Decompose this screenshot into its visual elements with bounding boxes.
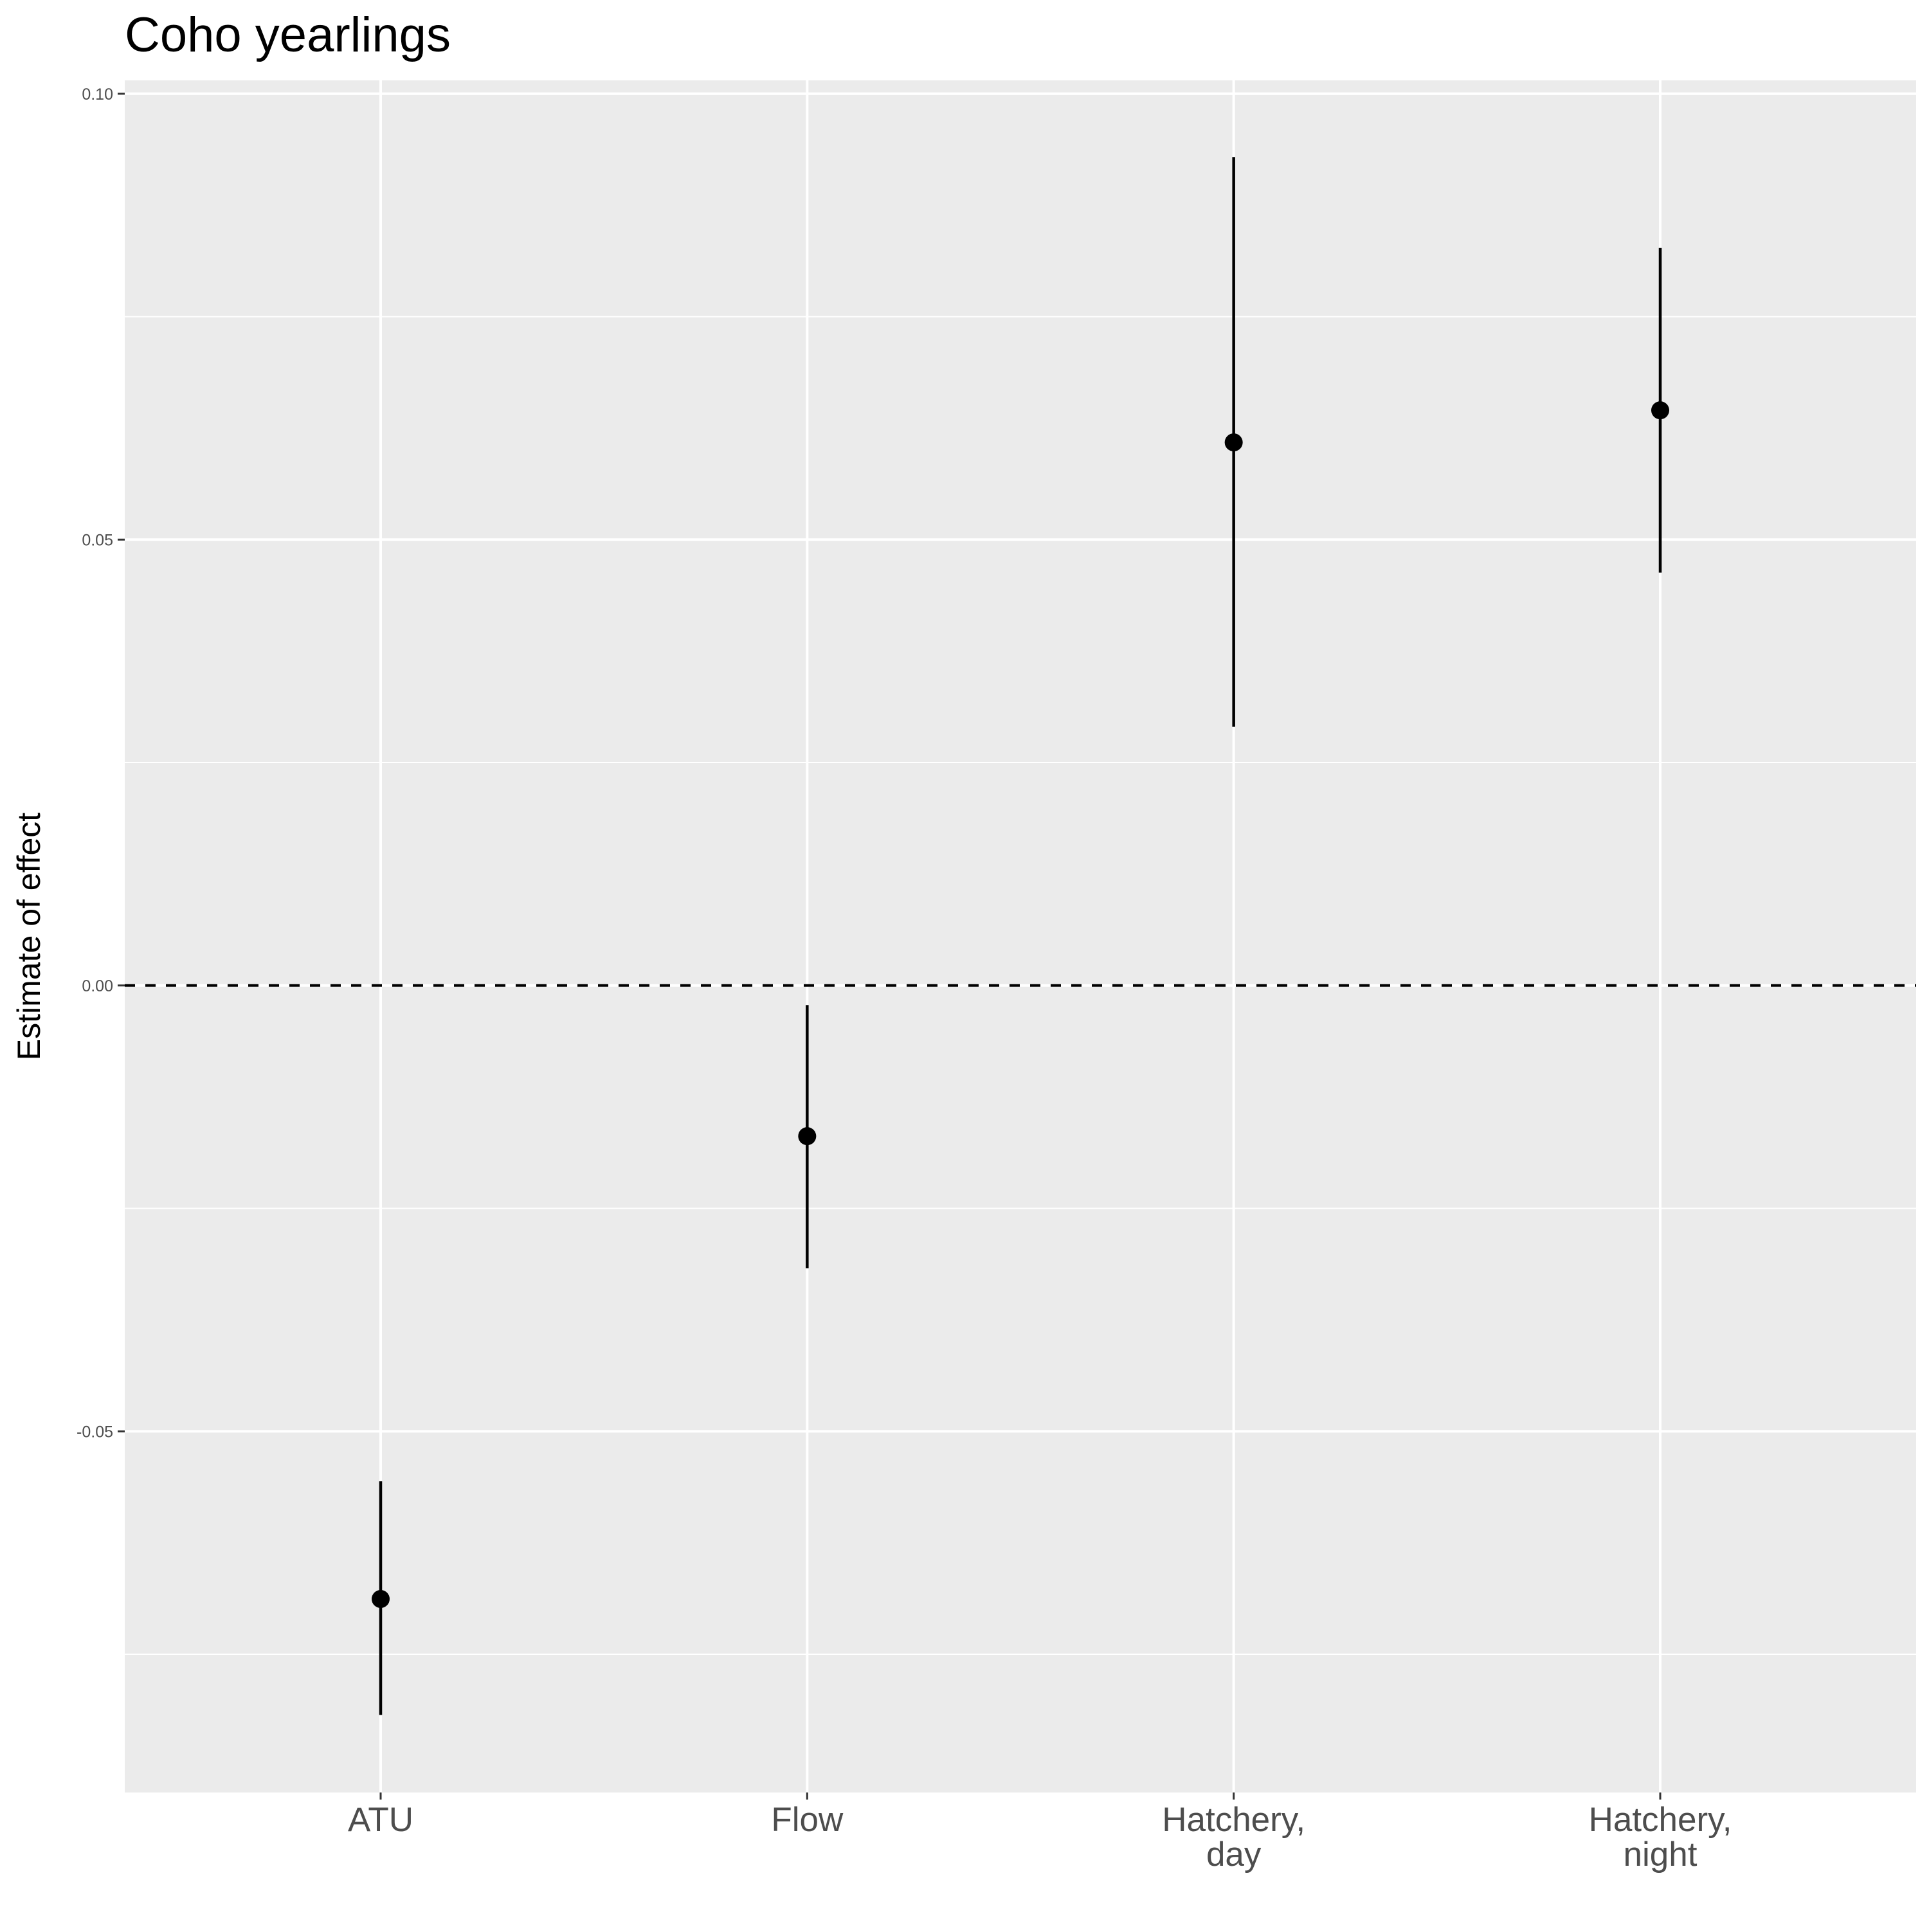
- estimate-point: [798, 1127, 817, 1146]
- x-tick-label: night: [1624, 1836, 1698, 1873]
- chart-title: Coho yearlings: [125, 8, 451, 62]
- y-tick-label: 0.05: [82, 531, 113, 549]
- estimate-point: [1224, 433, 1243, 452]
- y-axis-title: Estimate of effect: [11, 813, 47, 1060]
- y-tick-label: -0.05: [77, 1423, 113, 1441]
- estimate-point: [1651, 401, 1669, 420]
- y-tick-label: 0.10: [82, 86, 113, 104]
- x-tick-label: Flow: [771, 1801, 844, 1839]
- x-tick-label: day: [1206, 1836, 1262, 1873]
- x-tick-label: ATU: [348, 1801, 413, 1839]
- estimate-point: [372, 1590, 390, 1609]
- x-tick-label: Hatchery,: [1162, 1801, 1305, 1839]
- x-tick-label: Hatchery,: [1589, 1801, 1732, 1839]
- plot-panel: [125, 80, 1916, 1792]
- y-tick-label: 0.00: [82, 977, 113, 995]
